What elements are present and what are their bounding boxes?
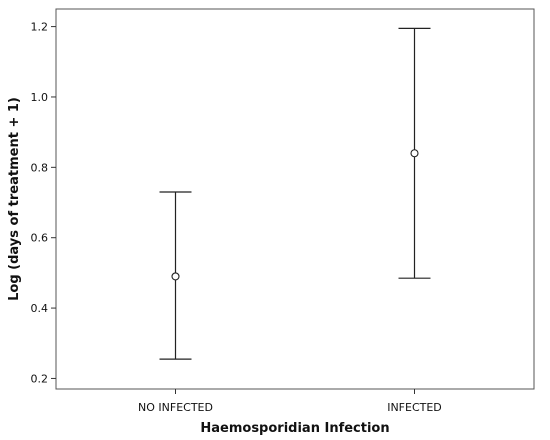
mean-marker — [410, 149, 419, 158]
y-axis-ticks: 0.2 0.4 0.6 0.8 1.0 1.2 — [31, 21, 56, 385]
mean-marker — [171, 272, 180, 281]
y-tick-label: 0.8 — [31, 161, 49, 174]
y-tick-label: 0.4 — [31, 302, 49, 315]
x-tick-label: NO INFECTED — [138, 401, 213, 414]
y-axis-title: Log (days of treatment + 1) — [7, 97, 22, 301]
error-bar-marks — [159, 27, 431, 360]
y-tick-label: 1.0 — [31, 91, 49, 104]
y-tick-label: 1.2 — [31, 21, 49, 34]
y-tick-label: 0.6 — [31, 232, 49, 245]
y-tick-label: 0.2 — [31, 372, 49, 385]
x-tick-label: INFECTED — [387, 401, 442, 414]
x-axis-ticks: NO INFECTED INFECTED — [138, 389, 442, 414]
x-axis-title: Haemosporidian Infection — [200, 421, 389, 436]
plot-frame — [55, 8, 535, 390]
